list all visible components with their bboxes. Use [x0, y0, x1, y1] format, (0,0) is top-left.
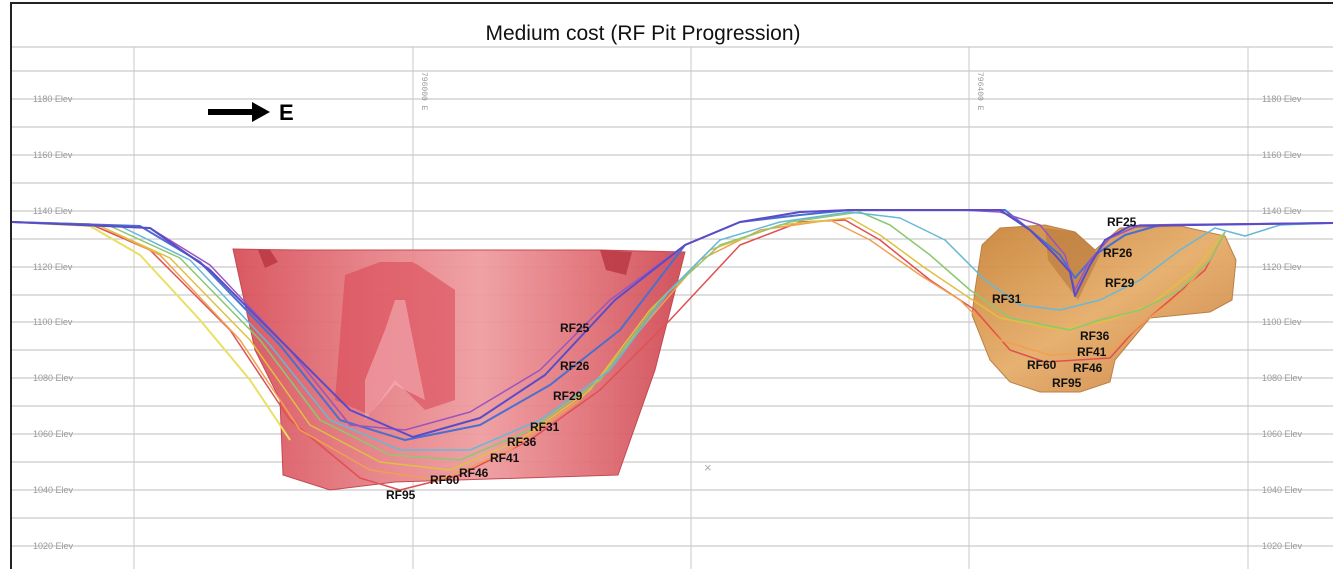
- west-pit-cone-light: [365, 300, 425, 420]
- elev-label: 1100 Elev: [1262, 317, 1302, 327]
- elevation-labels-left: 1180 Elev 1160 Elev 1140 Elev 1120 Elev …: [33, 94, 74, 551]
- center-marker: ×: [704, 460, 712, 475]
- progression-line-rf25: [11, 209, 1333, 438]
- east-label-rf95: RF95: [1052, 376, 1082, 390]
- west-label-rf31: RF31: [530, 420, 560, 434]
- east-pit-solid: [971, 224, 1237, 393]
- progression-line-rf31: [11, 211, 1333, 451]
- west-pit-notch-right: [600, 250, 632, 275]
- elev-label: 1040 Elev: [1262, 485, 1303, 495]
- elev-label: 1180 Elev: [1262, 94, 1302, 104]
- elev-label: 1180 Elev: [33, 94, 73, 104]
- elev-label: 1140 Elev: [33, 206, 73, 216]
- elev-label: 1160 Elev: [33, 150, 73, 160]
- arrow-head-icon: [252, 102, 270, 122]
- elev-label: 1060 Elev: [33, 429, 74, 439]
- diagram-title: Medium cost (RF Pit Progression): [485, 22, 800, 45]
- elev-label: 1100 Elev: [33, 317, 73, 327]
- progression-line-rf29: [11, 209, 1333, 441]
- west-label-rf36: RF36: [507, 435, 537, 449]
- elev-label: 1120 Elev: [33, 262, 73, 272]
- elev-label: 1160 Elev: [1262, 150, 1302, 160]
- west-label-rf95: RF95: [386, 488, 416, 502]
- elev-label: 1080 Elev: [33, 373, 74, 383]
- elev-label: 1040 Elev: [33, 485, 74, 495]
- east-label-rf31: RF31: [992, 292, 1022, 306]
- east-label-rf29: RF29: [1105, 276, 1135, 290]
- east-label-rf60: RF60: [1027, 358, 1057, 372]
- elev-label: 1080 Elev: [1262, 373, 1303, 383]
- elev-label: 1060 Elev: [1262, 429, 1303, 439]
- northing-label: 796400 E: [975, 72, 984, 111]
- northing-label: 796000 E: [419, 72, 428, 111]
- progression-line-rf36: [11, 211, 1226, 461]
- progression-line-rf46: [11, 219, 1226, 481]
- pit-progression-lines: [11, 209, 1333, 491]
- east-direction-arrow: E: [208, 100, 294, 125]
- east-label-rf25: RF25: [1107, 215, 1137, 229]
- east-label-rf41: RF41: [1077, 345, 1107, 359]
- east-label-rf46: RF46: [1073, 361, 1103, 375]
- east-label-rf36: RF36: [1080, 329, 1110, 343]
- elev-label: 1140 Elev: [1262, 206, 1302, 216]
- west-pit-notch-left: [258, 250, 278, 268]
- east-pit-body: [971, 224, 1237, 393]
- direction-label: E: [279, 100, 294, 125]
- west-label-rf25: RF25: [560, 321, 590, 335]
- west-label-rf41: RF41: [490, 451, 520, 465]
- elevation-labels-right: 1180 Elev 1160 Elev 1140 Elev 1120 Elev …: [1262, 94, 1303, 551]
- west-pit-solid: [232, 248, 686, 491]
- west-label-rf29: RF29: [553, 389, 583, 403]
- elev-label: 1020 Elev: [33, 541, 74, 551]
- west-pit-labels: RF25 RF26 RF29 RF31 RF36 RF41 RF46 RF60 …: [386, 321, 590, 502]
- east-pit-labels: RF25 RF26 RF29 RF31 RF36 RF41 RF46 RF60 …: [992, 215, 1137, 390]
- east-pit-shade: [1045, 228, 1100, 300]
- west-label-rf26: RF26: [560, 359, 590, 373]
- west-label-rf60: RF60: [430, 473, 460, 487]
- progression-line-rf60: [11, 219, 1226, 491]
- west-label-rf46: RF46: [459, 466, 489, 480]
- elev-label: 1020 Elev: [1262, 541, 1303, 551]
- east-label-rf26: RF26: [1103, 246, 1133, 260]
- elev-label: 1120 Elev: [1262, 262, 1302, 272]
